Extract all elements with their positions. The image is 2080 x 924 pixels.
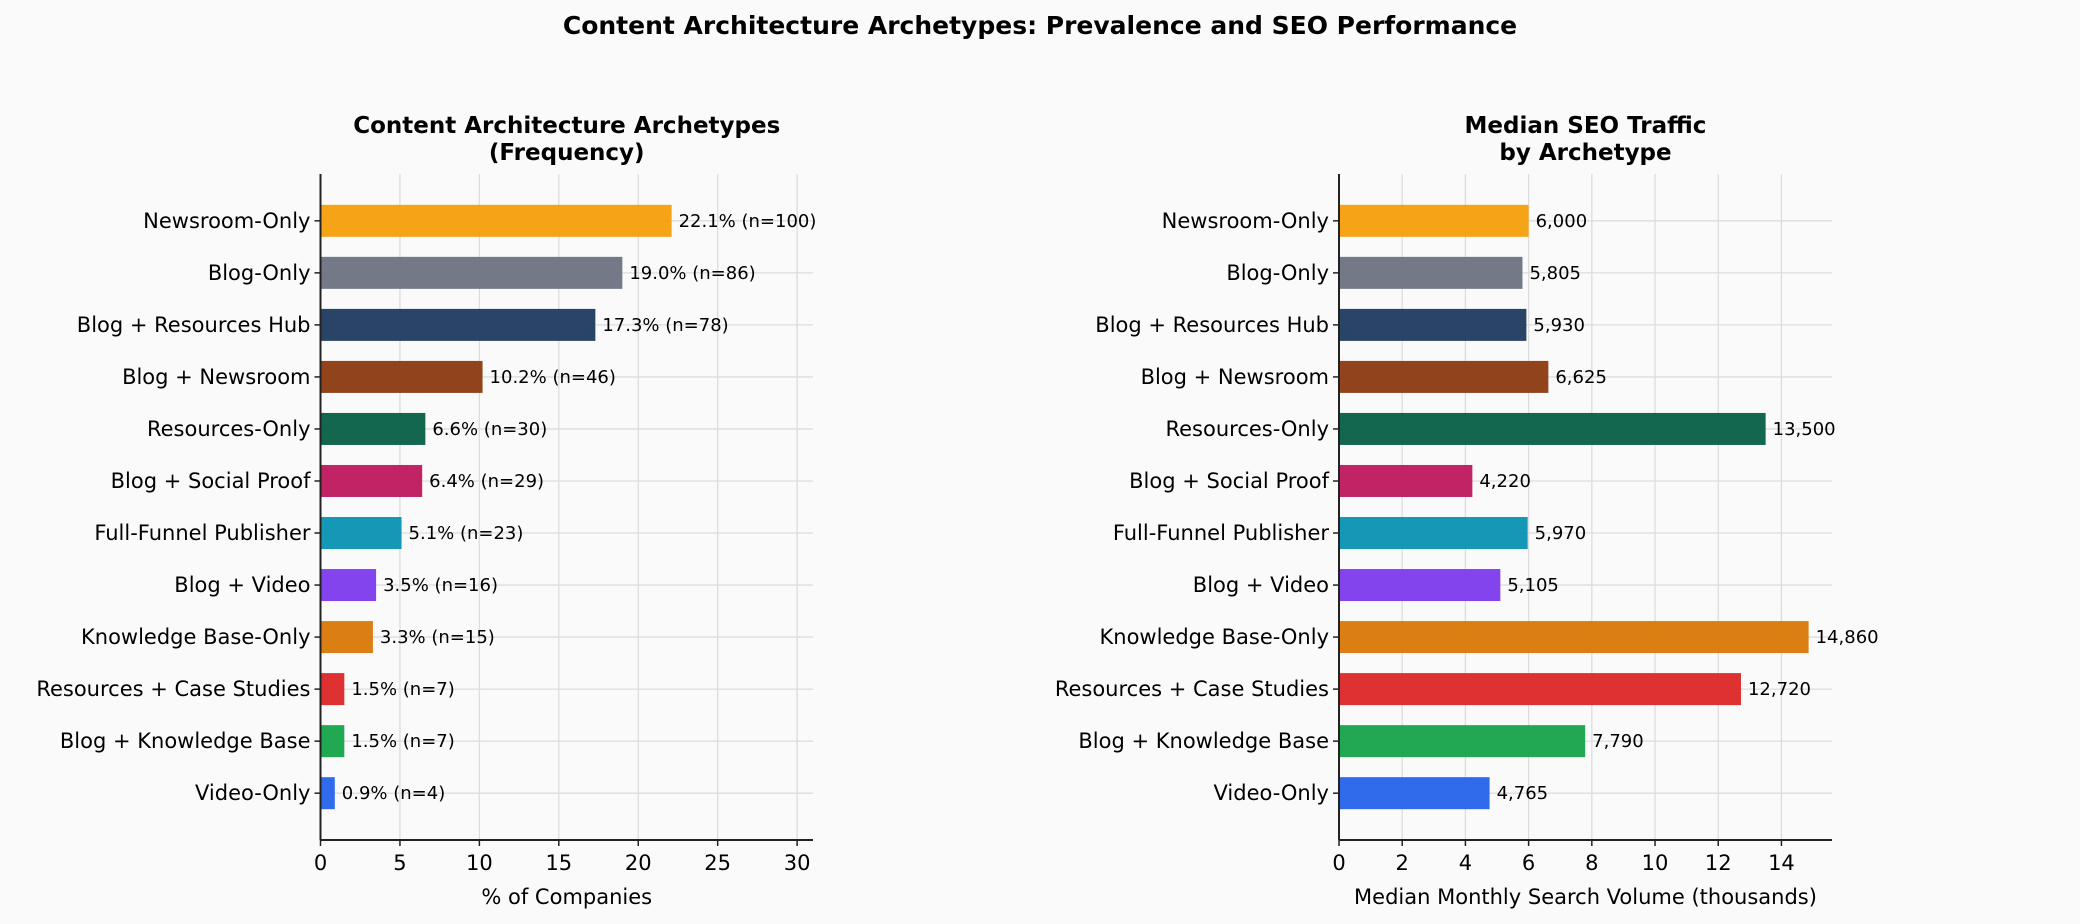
bar-value-label: 5,805: [1529, 263, 1581, 284]
bar-value-label: 3.5% (n=16): [383, 575, 498, 596]
x-axis-label: % of Companies: [481, 885, 652, 909]
x-tick-label: 10: [466, 851, 493, 875]
y-tick-label: Blog + Resources Hub: [77, 313, 311, 337]
y-tick-label: Blog + Social Proof: [1129, 469, 1329, 493]
bar-value-label: 6.4% (n=29): [429, 471, 544, 492]
bar-value-label: 3.3% (n=15): [380, 627, 495, 648]
bar-newsroom-only: [1339, 204, 1529, 237]
bar-value-label: 6,625: [1555, 367, 1607, 388]
bar-value-label: 17.3% (n=78): [602, 315, 728, 336]
bar-blog-newsroom: [320, 360, 483, 393]
x-tick-label: 0: [1332, 851, 1345, 875]
bar-resources-case-studies: [320, 673, 345, 706]
bar-value-label: 0.9% (n=4): [342, 783, 445, 804]
bar-full-funnel-publisher: [1339, 517, 1528, 550]
bar-value-label: 6,000: [1536, 211, 1588, 232]
y-tick-label: Blog + Social Proof: [111, 469, 311, 493]
y-tick-label: Blog + Knowledge Base: [1078, 729, 1329, 753]
bar-blog-newsroom: [1339, 360, 1549, 393]
bar-knowledge-base-only: [1339, 621, 1809, 654]
bar-blog-social-proof: [320, 464, 423, 497]
bar-video-only: [320, 777, 335, 810]
bar-value-label: 10.2% (n=46): [490, 367, 616, 388]
y-tick-label: Blog + Video: [1193, 573, 1329, 597]
chart-title-line: (Frequency): [489, 140, 645, 166]
y-tick-label: Blog + Knowledge Base: [60, 729, 311, 753]
y-tick-label: Newsroom-Only: [1162, 209, 1329, 233]
y-tick-label: Blog + Resources Hub: [1095, 313, 1329, 337]
bar-value-label: 6.6% (n=30): [432, 419, 547, 440]
y-tick-label: Blog-Only: [1226, 261, 1329, 285]
chart-title-line: by Archetype: [1499, 140, 1671, 166]
y-tick-label: Resources-Only: [1165, 417, 1329, 441]
x-tick-label: 25: [704, 851, 731, 875]
y-tick-label: Video-Only: [195, 781, 311, 805]
x-tick-label: 2: [1396, 851, 1409, 875]
bar-value-label: 7,790: [1592, 731, 1644, 752]
bar-value-label: 1.5% (n=7): [351, 731, 454, 752]
bar-value-label: 13,500: [1773, 419, 1836, 440]
y-tick-label: Blog + Newsroom: [122, 365, 310, 389]
bar-value-label: 4,220: [1479, 471, 1531, 492]
y-tick-label: Resources-Only: [147, 417, 311, 441]
bar-value-label: 12,720: [1748, 679, 1811, 700]
bar-blog-knowledge-base: [320, 725, 345, 758]
y-tick-label: Full-Funnel Publisher: [94, 521, 311, 545]
bar-knowledge-base-only: [320, 621, 373, 654]
bar-value-label: 19.0% (n=86): [629, 263, 755, 284]
bar-blog-resources-hub: [1339, 308, 1527, 341]
y-tick-label: Blog-Only: [208, 261, 311, 285]
y-tick-label: Newsroom-Only: [143, 209, 310, 233]
bar-value-label: 14,860: [1816, 627, 1879, 648]
y-tick-label: Blog + Video: [174, 573, 310, 597]
bar-blog-resources-hub: [320, 308, 596, 341]
bar-blog-only: [1339, 256, 1523, 289]
x-tick-label: 0: [314, 851, 327, 875]
y-tick-label: Knowledge Base-Only: [81, 625, 311, 649]
y-tick-label: Video-Only: [1214, 781, 1330, 805]
bar-value-label: 4,765: [1497, 783, 1549, 804]
x-tick-label: 30: [784, 851, 811, 875]
bar-blog-only: [320, 256, 623, 289]
chart-title-line: Median SEO Traffic: [1465, 113, 1707, 139]
y-tick-label: Knowledge Base-Only: [1099, 625, 1329, 649]
y-tick-label: Resources + Case Studies: [1055, 677, 1329, 701]
bar-newsroom-only: [320, 204, 672, 237]
chart-title-line: Content Architecture Archetypes: [353, 113, 780, 139]
bar-video-only: [1339, 777, 1490, 810]
bar-resources-only: [320, 412, 426, 445]
x-tick-label: 14: [1768, 851, 1795, 875]
x-tick-label: 12: [1705, 851, 1732, 875]
y-tick-label: Resources + Case Studies: [36, 677, 310, 701]
bar-blog-social-proof: [1339, 464, 1473, 497]
bar-resources-case-studies: [1339, 673, 1741, 706]
y-tick-label: Full-Funnel Publisher: [1113, 521, 1330, 545]
bar-value-label: 5.1% (n=23): [409, 523, 524, 544]
bar-value-label: 5,105: [1507, 575, 1559, 596]
figure-title: Content Architecture Archetypes: Prevale…: [563, 11, 1517, 40]
x-tick-label: 20: [625, 851, 652, 875]
x-tick-label: 10: [1642, 851, 1669, 875]
y-tick-label: Blog + Newsroom: [1141, 365, 1329, 389]
bar-value-label: 5,970: [1535, 523, 1587, 544]
x-tick-label: 6: [1522, 851, 1535, 875]
bar-blog-knowledge-base: [1339, 725, 1586, 758]
bar-blog-video: [1339, 569, 1501, 602]
x-tick-label: 4: [1459, 851, 1472, 875]
bar-value-label: 22.1% (n=100): [679, 211, 817, 232]
bar-value-label: 5,930: [1533, 315, 1585, 336]
x-tick-label: 15: [545, 851, 572, 875]
bar-resources-only: [1339, 412, 1766, 445]
bar-full-funnel-publisher: [320, 517, 402, 550]
x-axis-label: Median Monthly Search Volume (thousands): [1354, 885, 1817, 909]
bar-value-label: 1.5% (n=7): [351, 679, 454, 700]
frequency-chart: Content Architecture Archetypes(Frequenc…: [36, 113, 816, 909]
x-tick-label: 8: [1585, 851, 1598, 875]
x-tick-label: 5: [393, 851, 406, 875]
bar-blog-video: [320, 569, 377, 602]
